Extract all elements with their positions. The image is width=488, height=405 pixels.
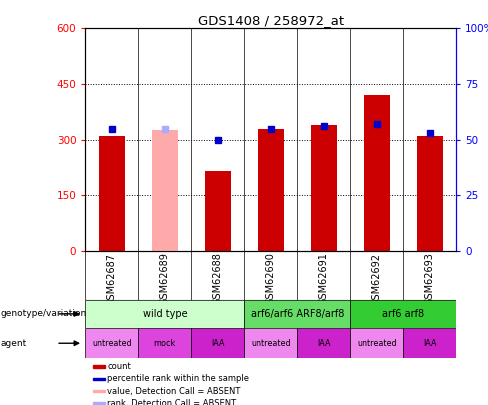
Text: wild type: wild type — [142, 309, 187, 319]
Bar — [297, 328, 350, 358]
Bar — [258, 129, 284, 251]
Bar — [85, 300, 244, 328]
Text: IAA: IAA — [317, 339, 330, 348]
Bar — [85, 328, 139, 358]
Text: untreated: untreated — [251, 339, 291, 348]
Bar — [204, 171, 231, 251]
Text: value, Detection Call = ABSENT: value, Detection Call = ABSENT — [107, 386, 241, 396]
Text: percentile rank within the sample: percentile rank within the sample — [107, 374, 249, 384]
Bar — [403, 328, 456, 358]
Text: GSM62693: GSM62693 — [425, 253, 435, 305]
Text: untreated: untreated — [92, 339, 132, 348]
Text: IAA: IAA — [211, 339, 224, 348]
Text: mock: mock — [154, 339, 176, 348]
Text: GSM62688: GSM62688 — [213, 253, 223, 305]
Text: IAA: IAA — [423, 339, 437, 348]
Bar — [191, 328, 244, 358]
Bar — [93, 377, 105, 380]
Bar — [93, 402, 105, 405]
Bar — [152, 130, 178, 251]
Bar — [139, 328, 191, 358]
Bar — [364, 95, 390, 251]
Bar — [417, 136, 443, 251]
Bar — [244, 328, 297, 358]
Text: arf6 arf8: arf6 arf8 — [382, 309, 425, 319]
Text: count: count — [107, 362, 131, 371]
Bar — [93, 365, 105, 368]
Text: GSM62691: GSM62691 — [319, 253, 329, 305]
Bar — [310, 125, 337, 251]
Text: agent: agent — [1, 339, 27, 348]
Bar — [99, 136, 125, 251]
Text: GSM62687: GSM62687 — [107, 253, 117, 305]
Text: arf6/arf6 ARF8/arf8: arf6/arf6 ARF8/arf8 — [251, 309, 344, 319]
Text: untreated: untreated — [357, 339, 397, 348]
Text: GSM62690: GSM62690 — [266, 253, 276, 305]
Title: GDS1408 / 258972_at: GDS1408 / 258972_at — [198, 14, 344, 27]
Text: GSM62689: GSM62689 — [160, 253, 170, 305]
Bar — [350, 300, 456, 328]
Bar — [244, 300, 350, 328]
Text: rank, Detection Call = ABSENT: rank, Detection Call = ABSENT — [107, 399, 236, 405]
Bar — [350, 328, 403, 358]
Bar — [93, 390, 105, 392]
Text: genotype/variation: genotype/variation — [1, 309, 87, 318]
Text: GSM62692: GSM62692 — [372, 253, 382, 305]
